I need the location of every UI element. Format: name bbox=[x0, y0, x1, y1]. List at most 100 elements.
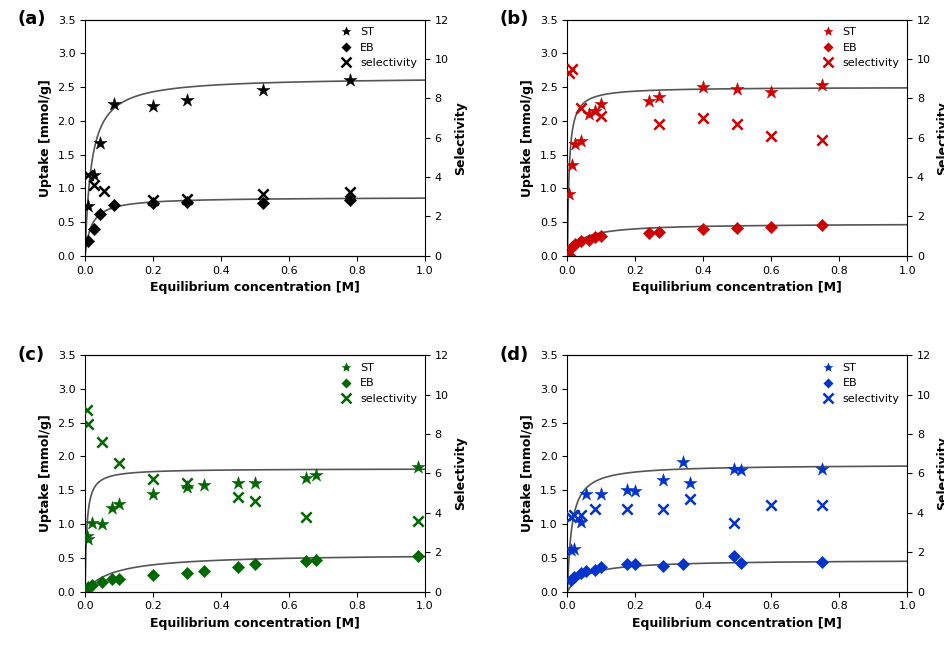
Point bbox=[107, 99, 122, 109]
Point bbox=[410, 551, 425, 562]
Legend: ST, EB, selectivity: ST, EB, selectivity bbox=[814, 361, 901, 406]
Text: (d): (d) bbox=[499, 346, 529, 364]
Point bbox=[593, 111, 608, 121]
Legend: ST, EB, selectivity: ST, EB, selectivity bbox=[814, 25, 901, 71]
Point bbox=[573, 103, 588, 113]
Point bbox=[566, 139, 582, 150]
Point bbox=[145, 570, 160, 580]
Point bbox=[561, 188, 576, 199]
X-axis label: Equilibrium concentration [M]: Equilibrium concentration [M] bbox=[150, 617, 360, 630]
Point bbox=[256, 85, 271, 96]
Text: (b): (b) bbox=[499, 10, 529, 28]
Point bbox=[563, 575, 578, 585]
Point bbox=[107, 200, 122, 210]
Point bbox=[93, 138, 108, 148]
Point bbox=[651, 92, 666, 102]
Point bbox=[342, 195, 357, 205]
Point bbox=[111, 499, 126, 509]
Point bbox=[179, 478, 194, 488]
Point bbox=[298, 556, 313, 566]
Point bbox=[96, 186, 111, 196]
Point bbox=[179, 197, 194, 207]
Point bbox=[81, 534, 96, 544]
Point bbox=[179, 482, 194, 492]
Point bbox=[593, 488, 608, 499]
Point bbox=[86, 224, 101, 234]
Point bbox=[814, 463, 829, 474]
Point bbox=[86, 180, 101, 190]
Point bbox=[111, 573, 126, 584]
Point bbox=[342, 75, 357, 86]
Point bbox=[94, 577, 110, 587]
Point bbox=[729, 84, 744, 94]
Legend: ST, EB, selectivity: ST, EB, selectivity bbox=[332, 25, 419, 71]
Point bbox=[651, 119, 666, 129]
Point bbox=[93, 209, 108, 219]
X-axis label: Equilibrium concentration [M]: Equilibrium concentration [M] bbox=[632, 617, 841, 630]
Point bbox=[145, 194, 160, 205]
Point bbox=[578, 489, 593, 499]
Point bbox=[682, 478, 697, 489]
Point bbox=[593, 562, 608, 572]
Point bbox=[256, 198, 271, 209]
Point bbox=[695, 224, 710, 234]
Y-axis label: Uptake [mmol/g]: Uptake [mmol/g] bbox=[521, 415, 534, 532]
Point bbox=[618, 504, 633, 514]
Point bbox=[675, 457, 690, 467]
Point bbox=[105, 574, 120, 584]
Point bbox=[654, 504, 669, 514]
Point bbox=[682, 494, 697, 504]
Point bbox=[641, 227, 656, 238]
Point bbox=[410, 462, 425, 473]
Point bbox=[84, 518, 99, 528]
Point bbox=[561, 250, 576, 260]
Point bbox=[695, 82, 710, 92]
Point bbox=[573, 136, 588, 146]
Point bbox=[814, 220, 829, 230]
Point bbox=[587, 105, 602, 116]
Point bbox=[247, 559, 262, 569]
Point bbox=[573, 517, 588, 527]
Point bbox=[573, 567, 588, 578]
Point bbox=[111, 458, 126, 469]
Point bbox=[81, 582, 96, 592]
Point bbox=[145, 198, 160, 209]
Point bbox=[561, 68, 576, 78]
X-axis label: Equilibrium concentration [M]: Equilibrium concentration [M] bbox=[150, 281, 360, 294]
Point bbox=[587, 232, 602, 242]
Point bbox=[586, 504, 601, 514]
Point bbox=[308, 470, 323, 480]
Point bbox=[81, 236, 96, 246]
Point bbox=[230, 492, 245, 502]
Y-axis label: Selectivity: Selectivity bbox=[454, 101, 466, 175]
Point bbox=[726, 517, 741, 528]
Point bbox=[94, 519, 110, 529]
Point bbox=[726, 463, 741, 474]
Point bbox=[179, 95, 194, 105]
Point bbox=[578, 566, 593, 577]
Y-axis label: Uptake [mmol/g]: Uptake [mmol/g] bbox=[39, 415, 52, 532]
Point bbox=[618, 485, 633, 495]
Point bbox=[763, 131, 778, 141]
Point bbox=[733, 558, 748, 568]
Point bbox=[566, 571, 582, 582]
Text: (c): (c) bbox=[17, 346, 44, 364]
Point bbox=[230, 478, 245, 489]
Point bbox=[814, 135, 829, 145]
Text: (a): (a) bbox=[17, 10, 45, 28]
Point bbox=[726, 551, 741, 562]
Point bbox=[654, 561, 669, 571]
Legend: ST, EB, selectivity: ST, EB, selectivity bbox=[332, 361, 419, 406]
Point bbox=[81, 170, 96, 180]
Point bbox=[298, 473, 313, 483]
Point bbox=[627, 559, 642, 569]
Point bbox=[247, 496, 262, 506]
Point bbox=[81, 201, 96, 211]
Point bbox=[342, 187, 357, 197]
Point bbox=[563, 512, 578, 522]
Point bbox=[763, 86, 778, 97]
Y-axis label: Uptake [mmol/g]: Uptake [mmol/g] bbox=[521, 79, 534, 196]
Point bbox=[84, 580, 99, 590]
Point bbox=[86, 170, 101, 180]
Point bbox=[145, 488, 160, 499]
